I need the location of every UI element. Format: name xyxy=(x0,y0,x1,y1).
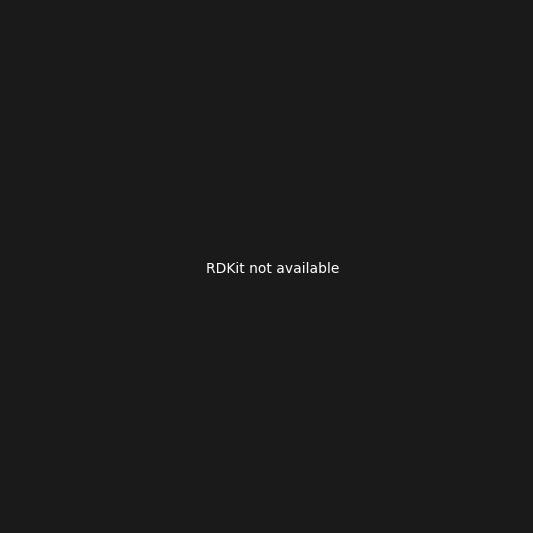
Text: RDKit not available: RDKit not available xyxy=(206,262,340,276)
